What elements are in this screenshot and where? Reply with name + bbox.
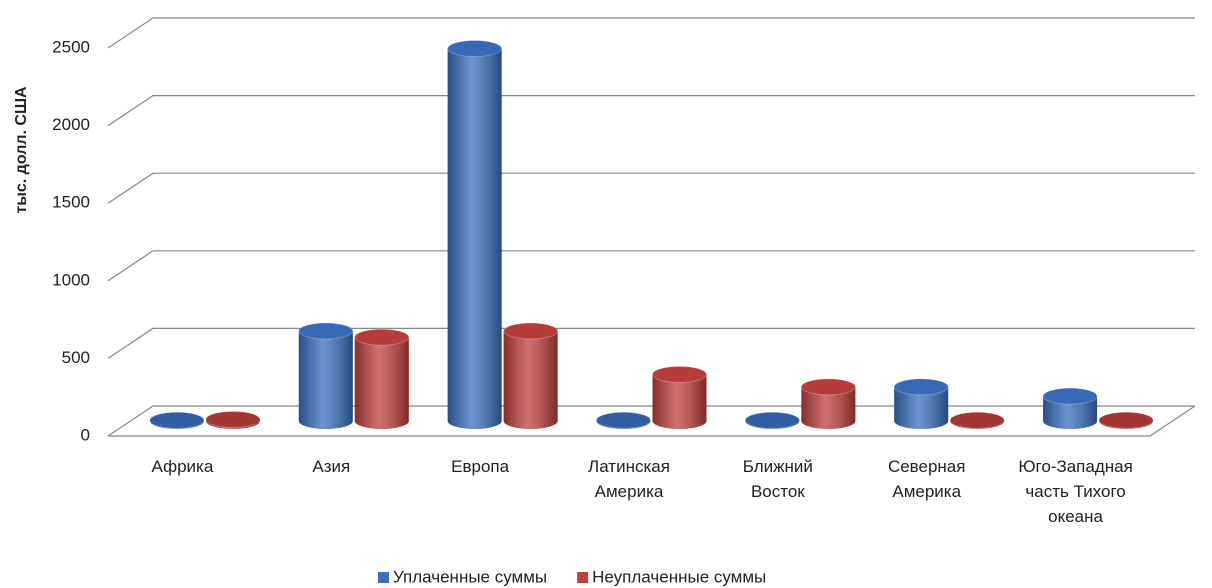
bar-top-shade (652, 366, 707, 383)
y-axis-title: тыс. долл. США (13, 86, 30, 214)
grid-line (107, 250, 1195, 282)
grid-line (107, 327, 1195, 359)
y-tick-label: 500 (62, 348, 90, 367)
x-tick-label-line: океана (1048, 507, 1103, 526)
grid-line (107, 405, 1195, 437)
bar-top-shade (354, 329, 409, 346)
bar-top (205, 410, 261, 428)
x-tick-label: Африка (152, 457, 214, 476)
x-tick-label-line: Европа (451, 457, 509, 476)
bar-top (447, 40, 503, 58)
grid-line (107, 17, 1195, 49)
bar-top-shade (894, 378, 949, 395)
y-tick-label: 2000 (52, 115, 90, 134)
bar-top-shade (149, 412, 204, 429)
bar-top-shade (503, 322, 558, 339)
bar (205, 410, 261, 429)
bar-top (149, 411, 205, 429)
legend-swatch (577, 572, 589, 583)
bar-shade (503, 330, 558, 429)
x-tick-label: Ближний Восток (743, 457, 813, 501)
bar-shade (801, 386, 856, 429)
bar (744, 411, 800, 429)
y-tick-label: 1500 (52, 193, 90, 212)
floor-edge (108, 405, 1196, 437)
bar (949, 411, 1005, 429)
bar-shade (298, 330, 353, 429)
bar-shade (1043, 396, 1098, 429)
bar-top (744, 411, 800, 429)
x-tick-label-line: Африка (152, 457, 214, 476)
grid-line (107, 94, 1195, 127)
bar (596, 411, 651, 429)
x-tick-label-line: часть Тихого (1025, 482, 1125, 501)
bar (1098, 411, 1154, 429)
bar-shade (894, 386, 949, 429)
bar-top-shade (801, 378, 856, 395)
bar-top (1042, 387, 1098, 405)
bar (893, 378, 949, 429)
bar-top (298, 322, 354, 340)
legend-label: Неуплаченные суммы (592, 567, 766, 586)
legend-label: Уплаченные суммы (393, 567, 547, 586)
x-tick-label-line: Америка (892, 482, 961, 501)
bar-top-shade (745, 412, 800, 429)
y-tick-label: 0 (81, 425, 90, 444)
x-tick-label: Европа (451, 457, 509, 476)
bar-top-shade (447, 40, 502, 57)
bar-top (800, 378, 856, 396)
bar-top-shade (298, 322, 353, 339)
bar (1042, 387, 1098, 429)
bar-top (893, 378, 949, 396)
bar-shade (354, 337, 409, 429)
x-tick-label-line: Ближний (743, 457, 813, 476)
bar (354, 328, 410, 429)
bar-top (503, 322, 559, 340)
bar-shade (652, 374, 707, 429)
x-tick-label: Северная Америка (888, 457, 966, 501)
bar-top (1098, 411, 1154, 429)
bar-top-shade (1099, 412, 1154, 429)
bar (447, 40, 503, 430)
x-tick-label-line: Юго-Западная (1018, 457, 1132, 476)
bar-top-shade (1043, 388, 1098, 405)
x-tick-label: Азия (312, 457, 350, 476)
legend-swatch (378, 572, 389, 583)
bar-shade (447, 48, 502, 430)
bar (503, 322, 559, 429)
bar-top-shade (205, 411, 260, 428)
bar (149, 411, 205, 429)
y-tick-label: 2500 (52, 37, 90, 56)
x-tick-label-line: Америка (595, 482, 664, 501)
x-tick-label-line: Восток (751, 482, 805, 501)
bar-top (652, 365, 707, 383)
x-tick-label: Юго-Западная часть Тихого океана (1018, 457, 1132, 526)
bar (652, 365, 707, 429)
bar-top-shade (950, 412, 1005, 429)
grid-line (107, 172, 1195, 204)
x-tick-label-line: Латинская (588, 457, 670, 476)
x-tick-label-line: Азия (312, 457, 350, 476)
bar-top (354, 328, 410, 346)
bar (800, 378, 856, 429)
y-tick-label: 1000 (52, 270, 90, 289)
bar-top (949, 411, 1005, 429)
bar-top-shade (596, 412, 651, 429)
bar-top (596, 411, 651, 429)
x-tick-label: Латинская Америка (588, 457, 670, 501)
x-tick-label-line: Северная (888, 457, 966, 476)
bar (298, 322, 354, 429)
